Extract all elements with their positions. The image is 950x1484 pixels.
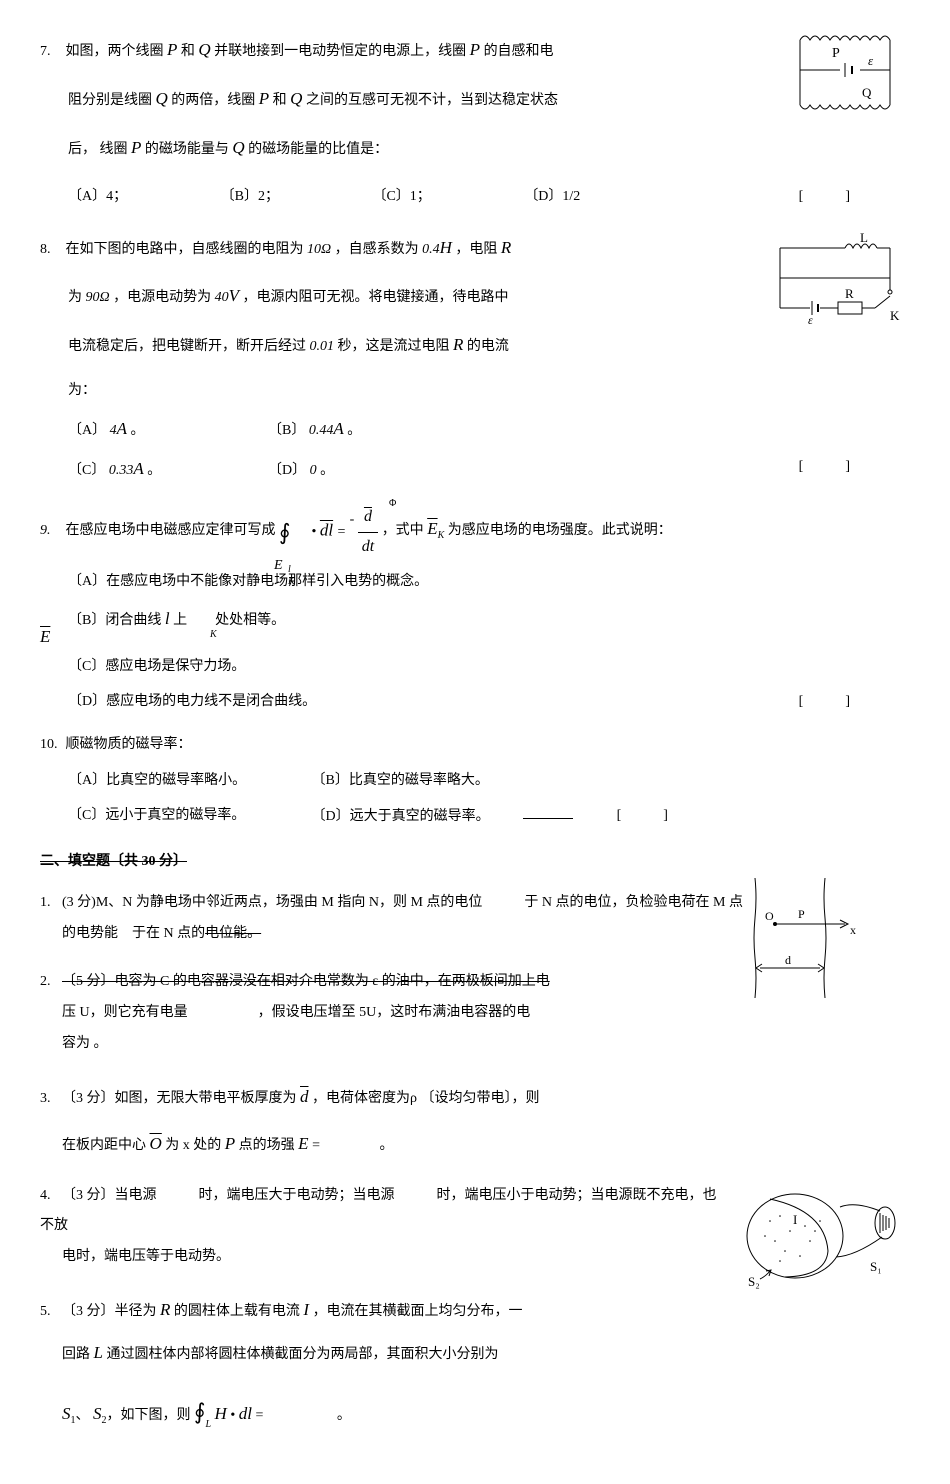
q10-opt-d: 〔D〕远大于真空的磁导率。 — [312, 808, 490, 823]
diagram-q8: L R K ε — [760, 228, 910, 328]
q9-text: 9. 在感应电场中电磁感应定律可写成 ∮ E l K • dl = - d dt… — [40, 503, 910, 559]
q9-num: 9. — [40, 518, 62, 543]
label-R: R — [845, 286, 854, 301]
f1-num: 1. — [40, 888, 62, 919]
q10-opt-b: 〔B〕比真空的磁导率略大。 — [312, 773, 489, 788]
q7-num: 7. — [40, 35, 62, 69]
label-I-f5: I — [793, 1212, 797, 1227]
q8-bracket: [ ] — [799, 454, 850, 479]
q7-options: 〔A〕4； 〔B〕2； 〔C〕1； 〔D〕1/2 [ ] — [40, 184, 910, 209]
label-x-f1: x — [850, 923, 856, 937]
f4-num: 4. — [40, 1181, 62, 1212]
q9-opt-d: 〔D〕感应电场的电力线不是闭合曲线。 [ ] — [40, 689, 910, 714]
q7-opt-b: 〔B〕2； — [221, 184, 279, 209]
q8-opt-b: 〔B〕 0.44A 。 — [268, 414, 361, 445]
q10-opt-a: 〔A〕比真空的磁导率略小。 — [68, 768, 308, 793]
q8-opt-c: 〔C〕 0.33A 。 — [68, 454, 268, 485]
fill-3: 3.〔3 分〕如图，无限大带电平板厚度为 d ，电荷体密度为ρ 〔设均匀带电〕，… — [40, 1078, 910, 1163]
label-P-f1: P — [798, 907, 805, 921]
fill-4: I S₁ S₂ 4.〔3 分〕当电源 时，端电压大于电动势；当电源 时，端电压小… — [40, 1181, 910, 1273]
q9-opt-b: 〔B〕闭合曲线 l 上 处处相等。 E K — [40, 604, 910, 644]
diagram-f5: I S₁ S₂ — [730, 1181, 900, 1301]
fill-2: 2.〔5 分〕电容为 C 的电容器浸没在相对介电常数为 ε 的油中，在两极板间加… — [40, 967, 910, 1059]
label-K: K — [890, 308, 900, 323]
label-L: L — [860, 230, 868, 245]
q9-opt-c: 〔C〕感应电场是保守力场。 — [40, 654, 910, 679]
label-O-f1: O — [765, 909, 774, 923]
q7-bracket: [ ] — [799, 184, 850, 209]
q9-opt-a: 〔A〕在感应电场中不能像对静电场那样引入电势的概念。 — [40, 569, 910, 594]
q10-num: 10. — [40, 732, 62, 757]
q7-opt-c: 〔C〕1； — [372, 184, 430, 209]
q9-formula: ∮ E l K • dl = - d dt Φ — [279, 503, 378, 559]
diagram-q7: P ε Q — [790, 25, 910, 115]
label-eps: ε — [868, 53, 874, 68]
q10-bracket: [ ] — [617, 808, 668, 823]
label-S2-f5: S₂ — [748, 1274, 760, 1289]
label-d-f1: d — [785, 953, 791, 967]
q8-opt-a: 〔A〕 4A 。 — [68, 414, 268, 445]
fill-5: 5.〔3 分〕半径为 R 的圆柱体上载有电流 I ，电流在其横截面上均匀分布，一… — [40, 1291, 910, 1436]
question-9: 9. 在感应电场中电磁感应定律可写成 ∮ E l K • dl = - d dt… — [40, 503, 910, 715]
q10-opt-c: 〔C〕远小于真空的磁导率。 — [68, 803, 308, 828]
q7-opt-a: 〔A〕4； — [68, 184, 127, 209]
q9-bracket: [ ] — [799, 689, 850, 714]
q7-text: 7. 如图，两个线圈 P 和 Q 并联地接到一电动势恒定的电源上，线圈 P 的自… — [40, 30, 910, 71]
label-eps8: ε — [808, 313, 813, 327]
q8-num: 8. — [40, 233, 62, 267]
q8-options: 〔A〕 4A 。 〔B〕 0.44A 。 〔C〕 0.33A 。 〔D〕 0 。… — [40, 414, 910, 485]
q7-opt-d: 〔D〕1/2 — [524, 184, 580, 209]
question-10: 10. 顺磁物质的磁导率： 〔A〕比真空的磁导率略小。 〔B〕比真空的磁导率略大… — [40, 732, 910, 828]
label-P: P — [832, 46, 840, 61]
f3-num: 3. — [40, 1084, 62, 1115]
q8-opt-d: 〔D〕 0 。 — [268, 458, 334, 483]
label-Q: Q — [862, 85, 872, 100]
question-8: L R K ε 8. 在如下图的电路中，自感线圈的电阻为 10Ω ，自感系数为 … — [40, 228, 910, 485]
label-S1-f5: S₁ — [870, 1259, 882, 1274]
fill-1: O P x d 1.(3 分)M、N 为静电场中邻近两点，场强由 M 指向 N，… — [40, 888, 910, 950]
f2-num: 2. — [40, 967, 62, 998]
question-7: P ε Q 7. 如图，两个线圈 P 和 Q 并联地接到一电动势恒定的电源上，线… — [40, 30, 910, 210]
f5-num: 5. — [40, 1297, 62, 1328]
q10-text: 10. 顺磁物质的磁导率： — [40, 732, 910, 757]
